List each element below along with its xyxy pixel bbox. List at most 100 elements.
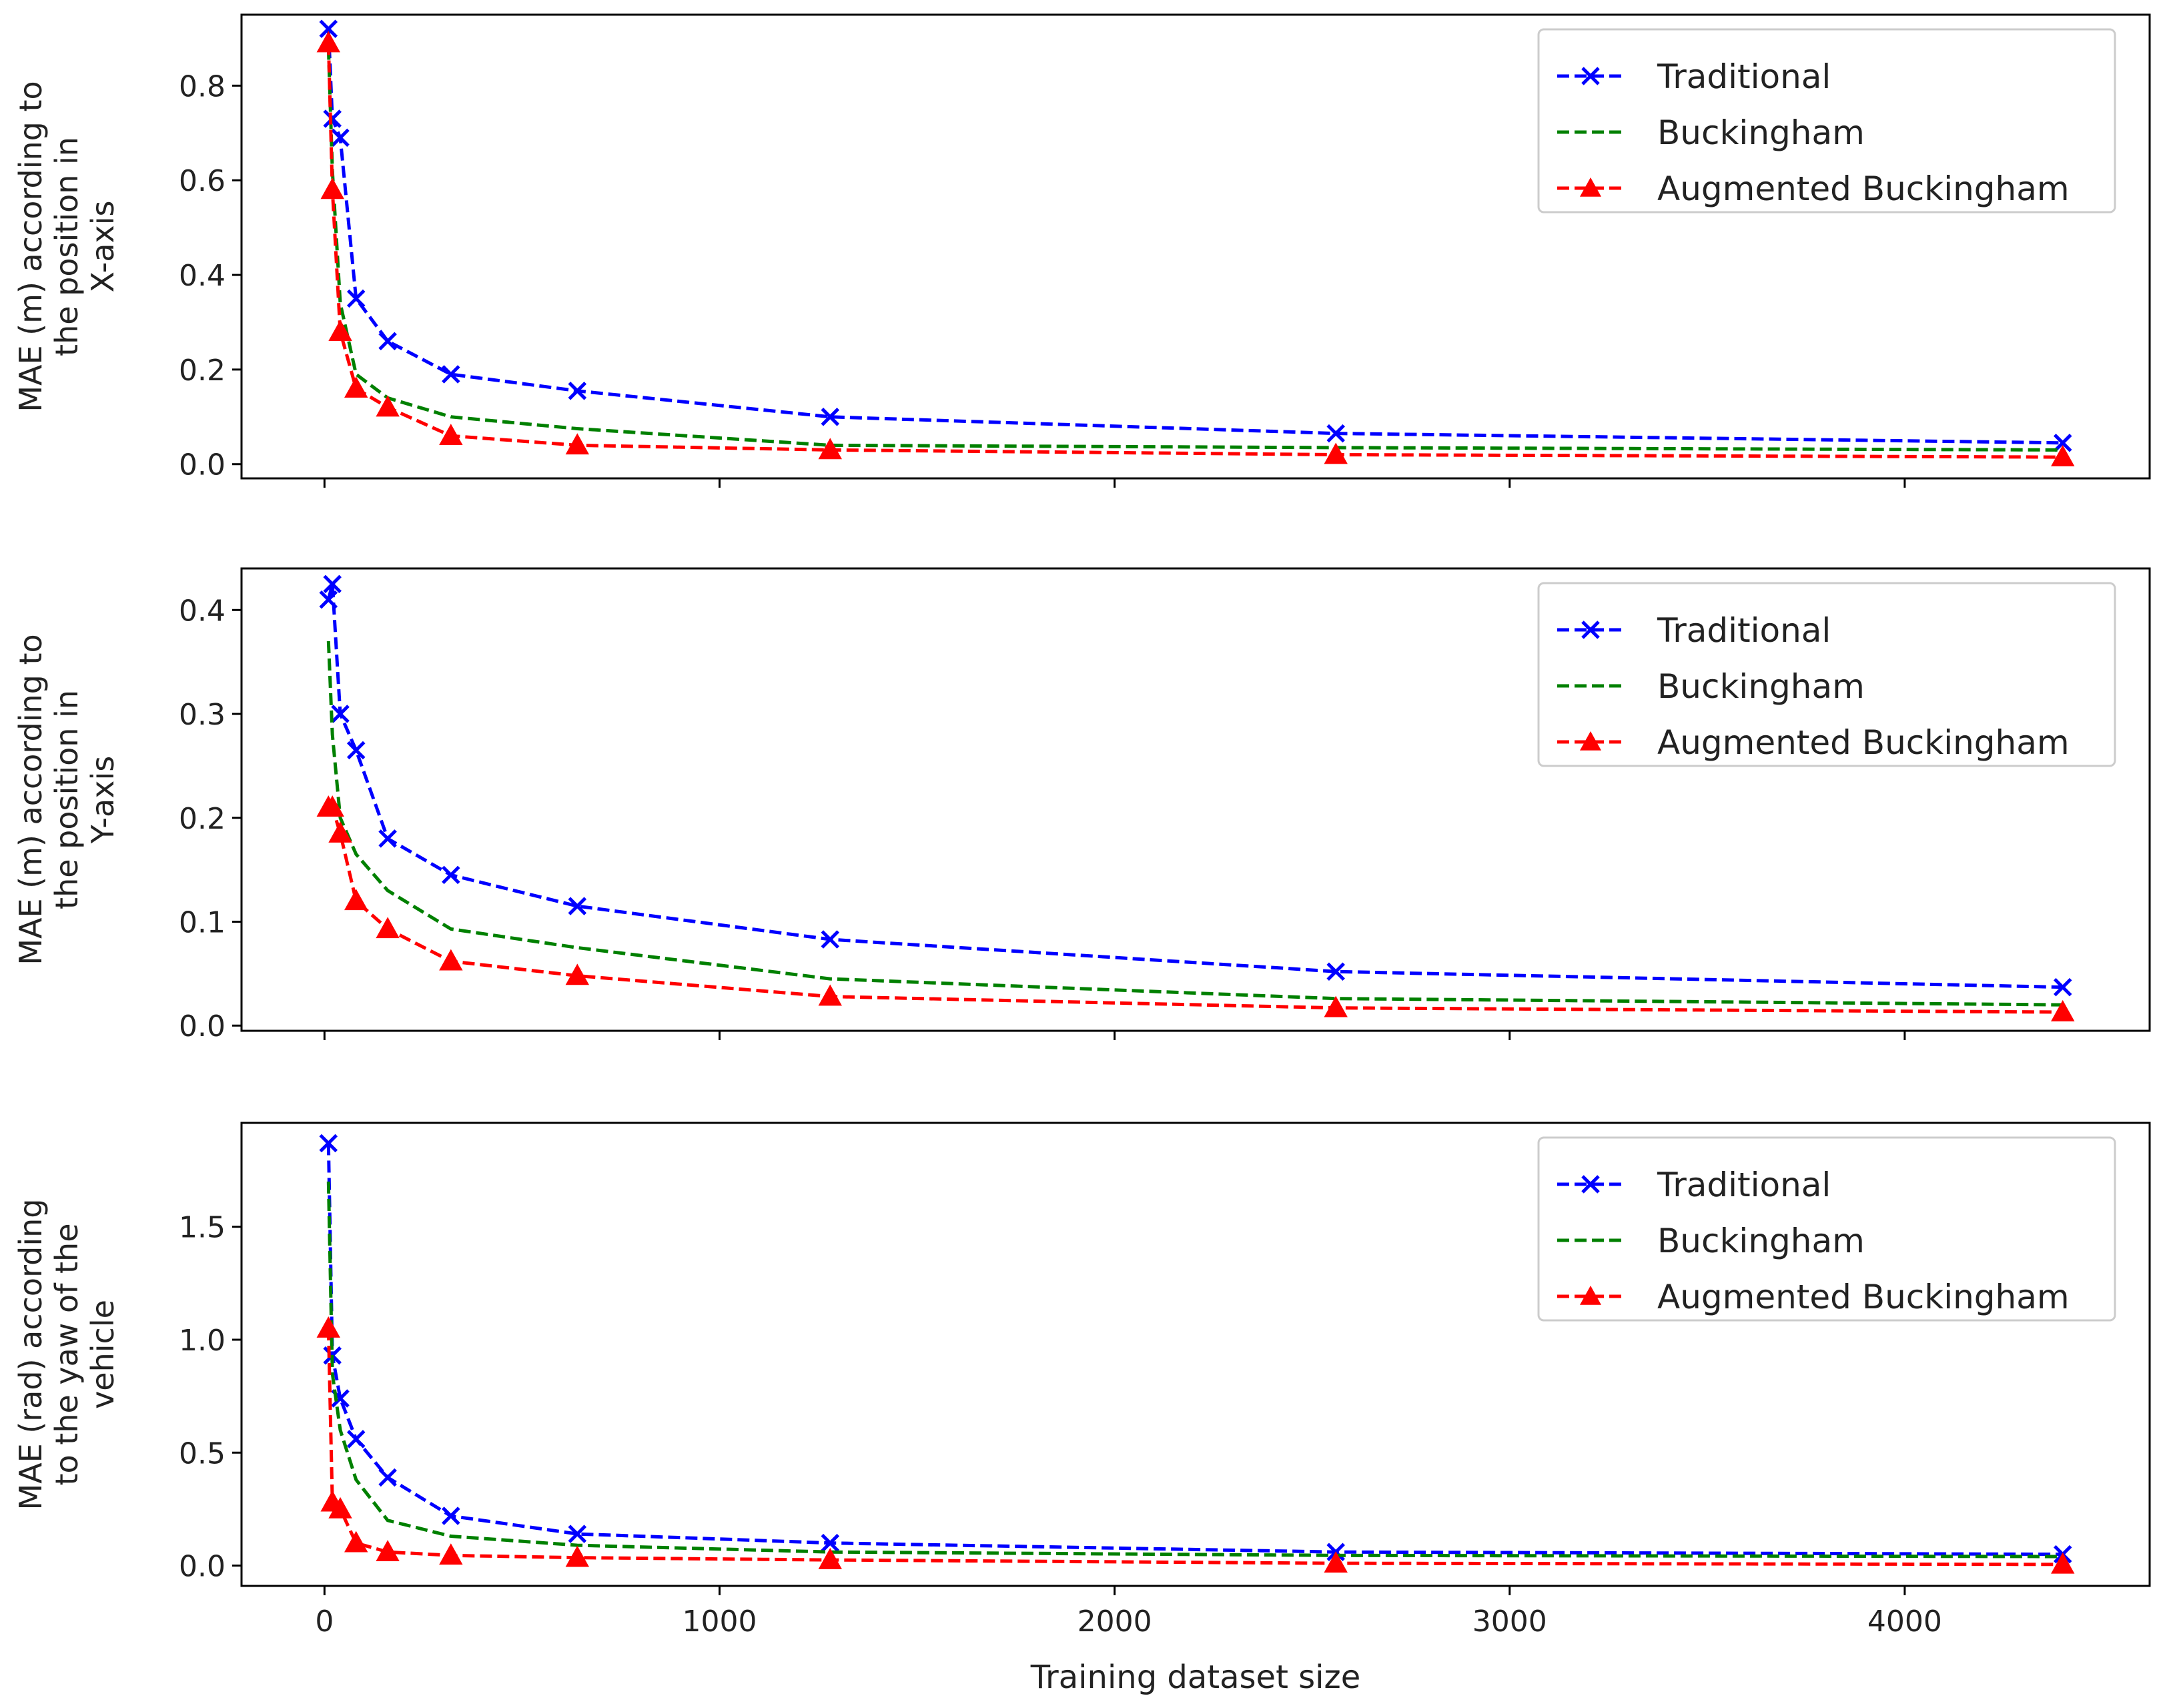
series-buckingham (326, 47, 2063, 452)
data-point (316, 31, 340, 53)
y-tick-label: 0.5 (179, 1436, 226, 1470)
legend-x-marker-icon (1581, 67, 1600, 85)
data-point (346, 289, 366, 308)
data-point (1326, 962, 1345, 981)
data-point (1324, 1551, 1348, 1573)
data-point (331, 705, 350, 723)
data-point (568, 897, 587, 915)
data-point (331, 128, 350, 147)
data-point (568, 382, 587, 400)
legend-label: Buckingham (1657, 1222, 1865, 1260)
y-tick-label: 0.4 (179, 259, 226, 293)
y-tick-label: 0.0 (179, 448, 226, 482)
legend-box (1537, 582, 2116, 767)
y-axis-label: the position in (49, 137, 85, 356)
data-point (376, 1540, 400, 1562)
panel-3: 0 1000 2000 3000 4000 0.0 0.5 1.0 1.5 MAE (rad) a… (13, 1122, 2151, 1639)
data-point (376, 917, 400, 939)
legend-x-marker-icon (1581, 1175, 1600, 1194)
series-buckingham (326, 640, 2063, 1007)
data-point (344, 376, 368, 398)
y-tick-label: 1.0 (179, 1324, 226, 1358)
data-point (378, 1468, 397, 1487)
plot-frame (240, 13, 2151, 480)
data-point (818, 1548, 842, 1569)
data-point (346, 1430, 366, 1448)
x-tick-label: 2000 (1077, 1605, 1152, 1639)
data-point (319, 19, 338, 39)
data-point (323, 574, 342, 594)
data-point (821, 408, 840, 426)
data-point (442, 865, 460, 885)
data-point (439, 424, 463, 445)
data-point (316, 1316, 340, 1338)
y-axis-label: MAE (m) according to (13, 634, 49, 965)
legend-label: Buckingham (1657, 667, 1865, 706)
legend-triangle-marker-icon (1580, 177, 1601, 197)
plot-frame (240, 1122, 2151, 1587)
data-point (320, 177, 344, 199)
data-point (565, 1545, 590, 1567)
legend: Traditional Buckingham Augmented Buckingha… (1537, 582, 2116, 767)
y-axis-label: to the yaw of the (49, 1223, 85, 1485)
legend-label: Augmented Buckingham (1657, 723, 2070, 762)
series-augmented-buckingham (316, 1316, 2075, 1574)
data-point (821, 1533, 840, 1553)
panel-2: 0.0 0.1 0.2 0.3 0.4 MAE (m) according to the p… (13, 567, 2151, 1043)
y-axis-label: MAE (m) according to (13, 81, 49, 412)
data-point (442, 1507, 460, 1525)
data-point (378, 829, 397, 848)
data-point (320, 795, 344, 817)
legend-triangle-marker-icon (1580, 1286, 1601, 1305)
legend-triangle-marker-icon (1580, 731, 1601, 751)
data-point (346, 741, 366, 760)
series-buckingham (326, 1181, 2063, 1559)
legend-label: Augmented Buckingham (1657, 1278, 2070, 1316)
series-line (326, 47, 2063, 452)
series-line (326, 1181, 2063, 1559)
data-point (344, 1531, 368, 1553)
y-tick-label: 0.2 (179, 802, 226, 836)
series-traditional (319, 574, 2072, 997)
y-tick-label: 0.3 (179, 698, 226, 732)
data-point (1326, 424, 1345, 443)
y-axis-label: the position in (49, 690, 85, 909)
data-point (565, 963, 590, 985)
data-point (328, 320, 352, 341)
legend: Traditional Buckingham Augmented Buckingha… (1537, 1136, 2116, 1322)
data-point (1324, 442, 1348, 464)
series-line (326, 29, 2063, 445)
data-point (821, 930, 840, 949)
plot-frame (240, 567, 2151, 1032)
data-point (1324, 995, 1348, 1017)
data-point (344, 889, 368, 911)
series-line (326, 582, 2063, 989)
data-point (439, 1543, 463, 1565)
data-point (565, 433, 590, 455)
data-point (328, 821, 352, 843)
y-tick-label: 1.5 (179, 1211, 226, 1245)
series-line (326, 43, 2063, 459)
legend-label: Buckingham (1657, 113, 1865, 152)
y-tick-label: 0.8 (179, 69, 226, 103)
series-traditional (319, 19, 2072, 452)
x-tick-label: 4000 (1867, 1605, 1942, 1639)
data-point (2051, 445, 2075, 466)
y-axis-label: MAE (rad) according (13, 1198, 49, 1510)
y-axis-label: vehicle (85, 1300, 121, 1409)
data-point (2051, 1552, 2075, 1574)
data-point (319, 590, 338, 609)
data-point (818, 438, 842, 460)
legend-box (1537, 28, 2116, 214)
legend-label: Augmented Buckingham (1657, 169, 2070, 208)
legend-label: Traditional (1657, 1166, 1831, 1204)
series-line (326, 640, 2063, 1007)
data-point (328, 1497, 352, 1519)
data-point (568, 1525, 587, 1543)
data-point (376, 395, 400, 417)
x-tick-label: 3000 (1472, 1605, 1547, 1639)
data-point (439, 949, 463, 971)
y-axis-label: Y-axis (85, 756, 121, 844)
y-tick-label: 0.2 (179, 354, 226, 388)
